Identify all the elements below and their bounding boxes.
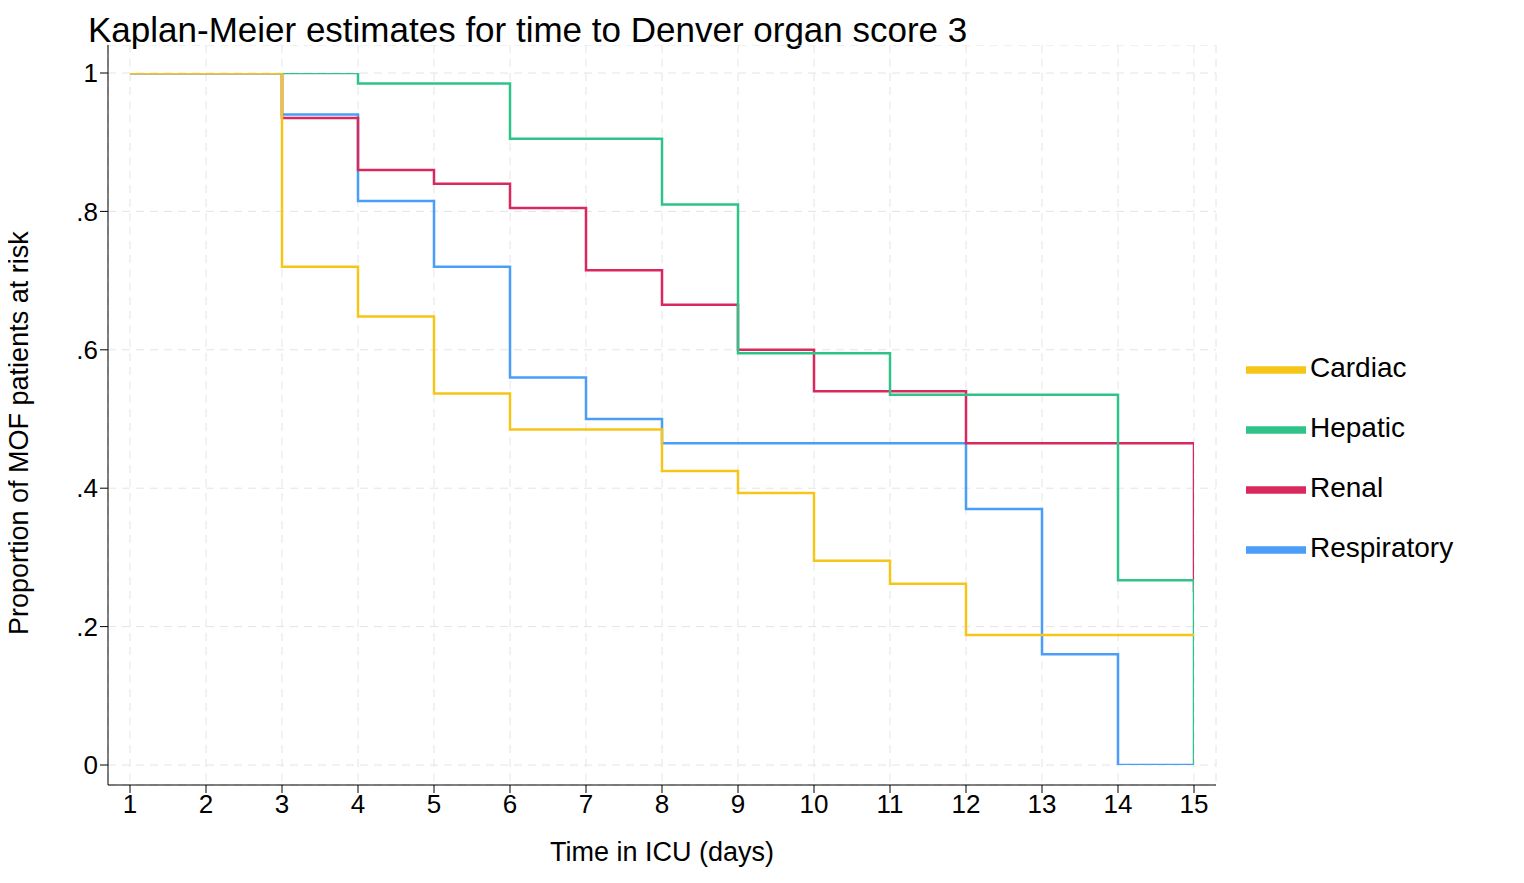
svg-text:4: 4: [351, 789, 365, 819]
svg-text:2: 2: [199, 789, 213, 819]
svg-text:1: 1: [123, 789, 137, 819]
svg-text:13: 13: [1028, 789, 1057, 819]
svg-text:11: 11: [877, 789, 904, 819]
svg-text:14: 14: [1104, 789, 1133, 819]
svg-text:5: 5: [427, 789, 441, 819]
svg-text:6: 6: [503, 789, 517, 819]
svg-text:.6: .6: [76, 335, 98, 365]
svg-text:8: 8: [655, 789, 669, 819]
svg-text:15: 15: [1180, 789, 1209, 819]
svg-text:10: 10: [800, 789, 829, 819]
svg-text:9: 9: [731, 789, 745, 819]
svg-text:.8: .8: [76, 197, 98, 227]
svg-text:Proportion of MOF patients at: Proportion of MOF patients at risk: [8, 231, 34, 635]
svg-text:0: 0: [84, 750, 98, 780]
svg-text:.2: .2: [76, 612, 98, 642]
html-text:Respiratory: Respiratory: [1310, 532, 1454, 564]
svg-text:1: 1: [84, 58, 98, 88]
html-text:Renal: Renal: [1310, 472, 1384, 504]
svg-text:12: 12: [952, 789, 981, 819]
html-text:Kaplan-Meier estimates for tim: Kaplan-Meier estimates for time to Denve…: [88, 10, 968, 49]
svg-text:3: 3: [275, 789, 289, 819]
html-text:Hepatic: Hepatic: [1310, 412, 1405, 444]
html-text:Cardiac: Cardiac: [1310, 352, 1407, 384]
svg-text:7: 7: [579, 789, 593, 819]
svg-text:.4: .4: [76, 473, 98, 503]
svg-text:Time in ICU (days): Time in ICU (days): [550, 837, 774, 867]
